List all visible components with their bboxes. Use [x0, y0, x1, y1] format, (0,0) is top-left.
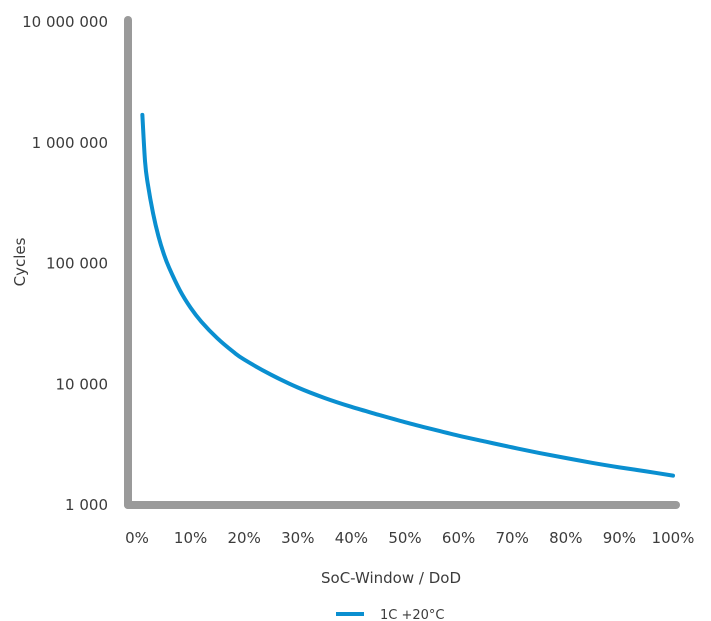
data-point: [617, 465, 621, 469]
y-tick-label: 10 000 000: [22, 13, 108, 31]
data-point: [156, 234, 160, 238]
x-tick-label: 50%: [388, 529, 421, 547]
x-tick-label: 90%: [603, 529, 636, 547]
legend: 1C +20°C: [336, 608, 445, 621]
data-point: [403, 420, 407, 424]
y-tick-label: 100 000: [46, 255, 108, 273]
x-tick-label: 100%: [652, 529, 695, 547]
series-lines: [140, 112, 675, 478]
y-axis-title: Cycles: [11, 237, 29, 286]
y-tick-label: 10 000: [56, 375, 109, 393]
x-tick-label: 40%: [335, 529, 368, 547]
x-tick-label: 10%: [174, 529, 207, 547]
data-point: [140, 113, 144, 117]
data-point: [644, 469, 648, 473]
series-line: [140, 112, 675, 478]
data-point: [671, 474, 675, 478]
data-point: [591, 461, 595, 465]
data-point: [199, 320, 203, 324]
data-point: [143, 159, 147, 163]
x-axis-title: SoC-Window / DoD: [321, 569, 461, 587]
axes: [124, 16, 680, 509]
data-point: [215, 336, 219, 340]
data-point: [178, 288, 182, 292]
data-point: [510, 445, 514, 449]
data-point: [537, 451, 541, 455]
data-point: [231, 350, 235, 354]
x-tick-label: 20%: [228, 529, 261, 547]
data-point: [242, 358, 246, 362]
data-point: [483, 440, 487, 444]
x-tick-labels: 0% 10% 20% 30% 40% 50% 60% 70% 80% 90% 100%: [125, 529, 694, 547]
y-tick-label: 1 000: [65, 496, 108, 514]
data-point: [151, 211, 155, 215]
data-point: [269, 373, 273, 377]
y-tick-labels: 1 000 10 000 100 000 1 000 000 10 000 000: [22, 13, 108, 514]
x-tick-label: 70%: [496, 529, 529, 547]
data-point: [189, 306, 193, 310]
data-point: [323, 396, 327, 400]
data-point: [430, 427, 434, 431]
data-point: [146, 181, 150, 185]
data-point: [349, 405, 353, 409]
data-point: [167, 266, 171, 270]
x-tick-label: 30%: [281, 529, 314, 547]
data-point: [457, 434, 461, 438]
data-point: [376, 413, 380, 417]
data-point: [564, 456, 568, 460]
x-tick-label: 80%: [549, 529, 582, 547]
y-tick-label: 1 000 000: [32, 134, 108, 152]
data-point: [296, 385, 300, 389]
x-tick-label: 60%: [442, 529, 475, 547]
data-point: [162, 252, 166, 256]
legend-label: 1C +20°C: [380, 608, 445, 621]
x-tick-label: 0%: [125, 529, 149, 547]
